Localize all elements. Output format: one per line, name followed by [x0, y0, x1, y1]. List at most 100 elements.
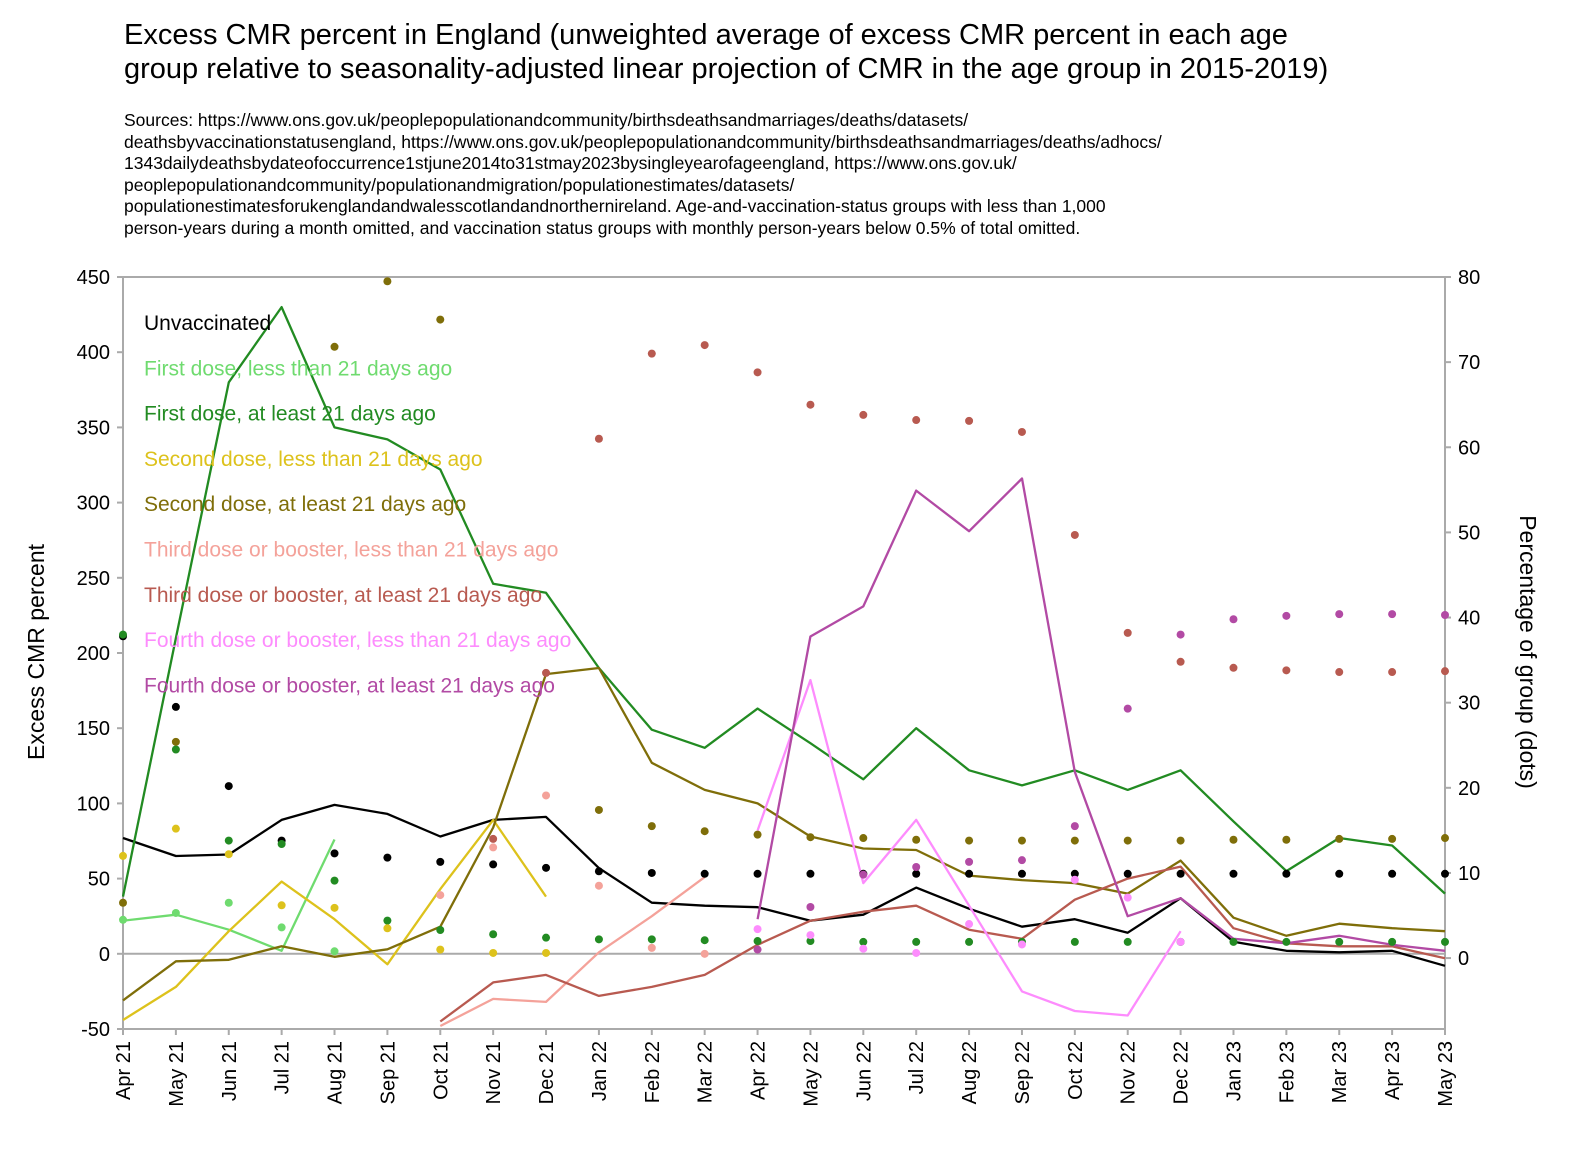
- series-dot-1: [330, 947, 339, 956]
- series-dot-3: [383, 924, 392, 933]
- series-dot-4: [700, 827, 709, 836]
- series-dot-0: [753, 869, 762, 878]
- series-dot-3: [119, 851, 127, 860]
- series-dot-6: [1070, 530, 1079, 539]
- right-axis-ticks: 0 10 20 30 40 50 60 70 80: [1445, 267, 1480, 970]
- x-tick-label: Feb 23: [1276, 1041, 1298, 1103]
- series-dot-0: [436, 857, 445, 866]
- series-dot-2: [1441, 937, 1449, 946]
- series-dot-8: [1441, 610, 1449, 619]
- series-line-5: [439, 876, 706, 1028]
- series-dot-6: [1017, 427, 1026, 436]
- x-tick-label: Jul 21: [272, 1041, 294, 1094]
- y2-axis-label: Percentage of group (dots): [1515, 515, 1541, 789]
- x-axis-ticks: Apr 21 May 21 Jun 21 Jul 21 Aug 21 Sep 21 Oct …: [113, 1029, 1457, 1107]
- legend-entry-8: Fourth dose or booster, at least 21 days…: [144, 674, 555, 697]
- series-line-6: [439, 865, 1446, 1023]
- legend-entry-4: Second dose, at least 21 days ago: [144, 493, 466, 516]
- series-dot-0: [1123, 869, 1132, 878]
- legend-entry-2: First dose, at least 21 days ago: [144, 403, 436, 426]
- series-dot-6: [1388, 668, 1397, 677]
- chart-title: Excess CMR percent in England (unweighte…: [124, 18, 1564, 86]
- legend-entry-5: Third dose or booster, less than 21 days…: [144, 539, 558, 562]
- series-dot-4: [330, 342, 339, 351]
- series-dot-0: [806, 869, 815, 878]
- series-dot-2: [594, 935, 603, 944]
- series-dot-8: [753, 945, 762, 954]
- series-dot-2: [171, 745, 180, 754]
- series-line-0: [122, 803, 1446, 967]
- series-dot-3: [277, 901, 286, 910]
- series-dot-2: [489, 930, 498, 939]
- x-tick-label: Sep 21: [377, 1041, 399, 1104]
- y-tick-label: 300: [77, 493, 110, 515]
- y2-tick-label: 20: [1458, 778, 1480, 800]
- series-dot-2: [912, 937, 921, 946]
- series-dot-4: [647, 822, 656, 831]
- series-dot-4: [1441, 834, 1449, 843]
- series-dot-6: [965, 416, 974, 425]
- series-dot-2: [1123, 937, 1132, 946]
- series-dot-7: [1123, 893, 1132, 902]
- series-dot-8: [1335, 610, 1344, 619]
- series-dot-5: [542, 791, 551, 800]
- series-dot-6: [594, 434, 603, 443]
- series-dot-8: [1017, 856, 1026, 865]
- y2-tick-label: 0: [1458, 948, 1469, 970]
- series-dot-4: [806, 833, 815, 842]
- series-dot-8: [1123, 704, 1132, 713]
- series-dot-3: [489, 948, 498, 957]
- series-dot-2: [1070, 937, 1079, 946]
- series-dot-0: [1017, 869, 1026, 878]
- series-dot-3: [542, 948, 551, 957]
- series-dot-3: [436, 945, 445, 954]
- series-dot-7: [859, 944, 868, 953]
- series-dot-6: [1123, 628, 1132, 637]
- x-tick-label: May 23: [1435, 1041, 1457, 1107]
- series-line-3: [122, 818, 547, 1021]
- series-dot-7: [806, 931, 815, 940]
- series-dot-2: [119, 630, 127, 639]
- series-dot-5: [594, 881, 603, 890]
- series-dots: [119, 277, 1449, 958]
- y-tick-label: 100: [77, 793, 110, 815]
- series-dot-0: [700, 869, 709, 878]
- series-dot-5: [700, 949, 709, 958]
- series-dot-0: [965, 869, 974, 878]
- series-dot-0: [489, 860, 498, 869]
- series-dot-2: [1388, 937, 1397, 946]
- series-dot-7: [1070, 875, 1079, 884]
- x-tick-label: Dec 22: [1171, 1041, 1193, 1104]
- y-tick-label: 250: [77, 568, 110, 590]
- series-dot-2: [859, 937, 868, 946]
- y2-tick-label: 10: [1458, 863, 1480, 885]
- series-dot-4: [171, 737, 180, 746]
- x-tick-label: Jun 22: [853, 1041, 875, 1101]
- series-dot-6: [859, 410, 868, 419]
- series-dot-2: [700, 936, 709, 945]
- x-tick-label: Dec 21: [536, 1041, 558, 1104]
- series-dot-6: [1441, 667, 1449, 676]
- series-dot-0: [383, 853, 392, 862]
- x-tick-label: Aug 21: [325, 1041, 347, 1104]
- series-dot-5: [647, 943, 656, 952]
- y2-tick-label: 70: [1458, 352, 1480, 374]
- series-dot-2: [753, 937, 762, 946]
- series-dot-0: [1070, 869, 1079, 878]
- series-dot-4: [912, 835, 921, 844]
- x-tick-label: May 22: [800, 1041, 822, 1107]
- series-dot-2: [647, 935, 656, 944]
- series-dot-1: [119, 915, 127, 924]
- series-dot-6: [489, 834, 498, 843]
- sources-note: Sources: https://www.ons.gov.uk/peoplepo…: [124, 110, 1564, 239]
- y-tick-label: 150: [77, 718, 110, 740]
- series-dot-2: [1335, 937, 1344, 946]
- legend-entry-0: Unvaccinated: [144, 312, 271, 335]
- sources-line-2: deathsbyvaccinationstatusengland, https:…: [124, 131, 1162, 152]
- y-tick-label: 400: [77, 342, 110, 364]
- series-dot-0: [1335, 869, 1344, 878]
- y-tick-label: 450: [77, 267, 110, 289]
- series-dot-2: [224, 836, 233, 845]
- series-dot-0: [1176, 869, 1185, 878]
